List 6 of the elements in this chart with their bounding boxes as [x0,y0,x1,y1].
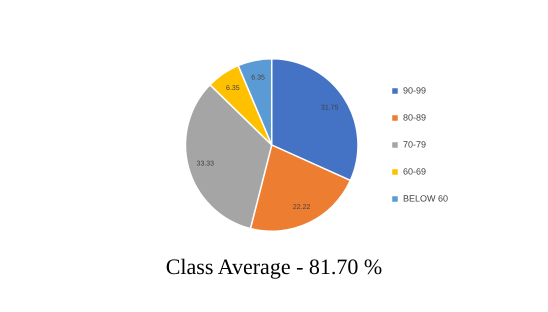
legend-label: BELOW 60 [402,193,448,204]
legend-label: 70-79 [402,139,426,150]
legend-label: 90-99 [402,85,426,96]
legend-label: 80-89 [402,112,426,122]
text: Class Average - 81.70 % [164,254,384,280]
legend-label: 60-69 [402,166,426,176]
